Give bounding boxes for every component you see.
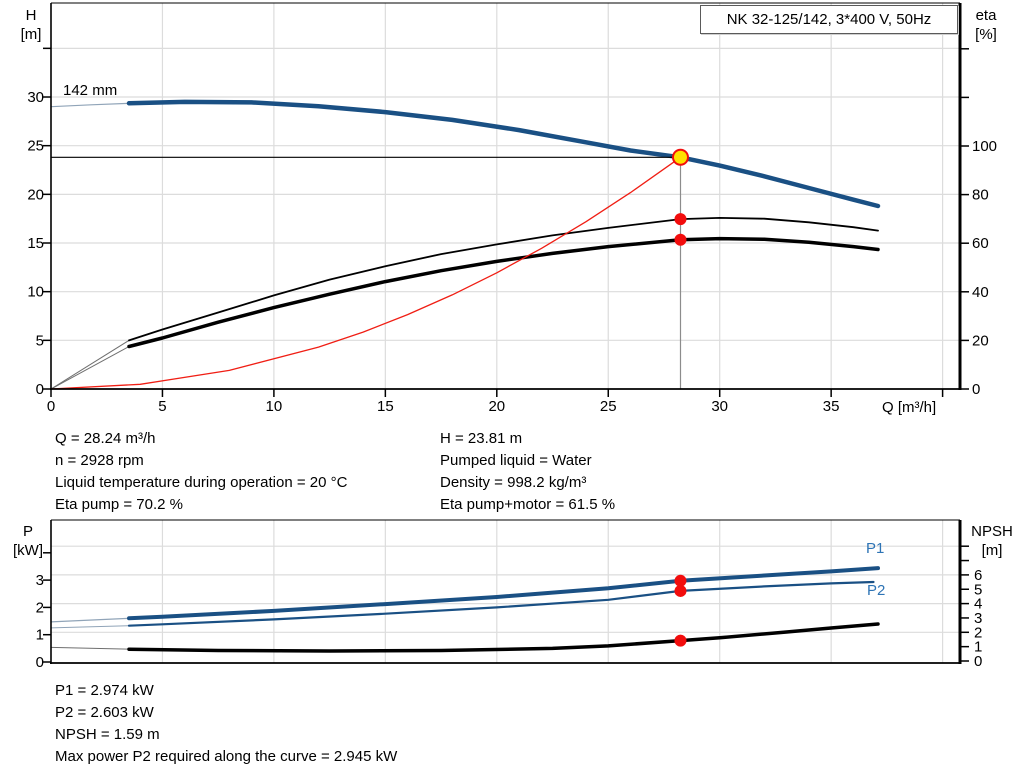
y-tick-label-left: 2 <box>36 599 44 616</box>
info-density: Density = 998.2 kg/m³ <box>440 474 587 491</box>
info-pumped-liquid: Pumped liquid = Water <box>440 452 592 469</box>
y-tick-label-left: 0 <box>36 654 44 671</box>
y-tick-label-left: 1 <box>36 627 44 644</box>
duty-info-right: H = 23.81 m Pumped liquid = Water Densit… <box>440 428 615 516</box>
x-tick-label: 0 <box>47 398 55 415</box>
result-info: P1 = 2.974 kW P2 = 2.603 kW NPSH = 1.59 … <box>55 680 397 768</box>
info-eta-pump-motor: Eta pump+motor = 61.5 % <box>440 496 616 513</box>
npsh-lead <box>50 646 130 650</box>
y-tick-label-left: 10 <box>27 284 44 301</box>
x-tick-label: 35 <box>823 398 840 415</box>
y-tick-label-left: 25 <box>27 138 44 155</box>
x-tick-label: 30 <box>711 398 728 415</box>
eta-pump-curve <box>128 216 879 342</box>
head-axis-label: H [m] <box>20 7 42 43</box>
npsh-axis-label: NPSH [m] <box>971 523 1013 559</box>
p2-duty-dot <box>674 584 687 597</box>
y-tick-label-right: 20 <box>972 332 989 349</box>
info-head: H = 23.81 m <box>440 430 523 447</box>
info-p1: P1 = 2.974 kW <box>55 682 154 699</box>
info-p2: P2 = 2.603 kW <box>55 704 154 721</box>
x-tick-label: 10 <box>266 398 283 415</box>
x-tick-label: 15 <box>377 398 394 415</box>
y-tick-label-right: 0 <box>972 381 980 398</box>
eta-pump-motor-lead <box>50 346 130 390</box>
y-tick-label-right: 60 <box>972 235 989 252</box>
info-speed: n = 2928 rpm <box>55 452 144 469</box>
info-eta-pump: Eta pump = 70.2 % <box>55 496 183 513</box>
p1-lead <box>50 617 130 623</box>
y-tick-label-right: 3 <box>974 610 982 627</box>
y-tick-label-left: 20 <box>27 186 44 203</box>
power-axis-label: P [kW] <box>13 523 43 559</box>
info-max-power: Max power P2 required along the curve = … <box>55 748 398 765</box>
p1-duty-dot <box>674 574 687 587</box>
p1-curve <box>127 566 880 621</box>
x-tick-label: 20 <box>488 398 505 415</box>
info-flow: Q = 28.24 m³/h <box>55 430 156 447</box>
y-tick-label-left: 15 <box>27 235 44 252</box>
x-tick-label: 25 <box>600 398 617 415</box>
y-tick-label-left: 30 <box>27 89 44 106</box>
eta-pump-motor-duty-dot <box>674 233 687 246</box>
y-tick-label-right: 80 <box>972 187 989 204</box>
y-tick-label-right: 2 <box>974 624 982 641</box>
pump-title-box: NK 32-125/142, 3*400 V, 50Hz <box>700 5 958 34</box>
eta-axis-label: eta [%] <box>975 7 997 43</box>
eta-pump-duty-dot <box>674 213 687 226</box>
y-tick-label-right: 6 <box>974 567 982 584</box>
eta-pump-motor-curve <box>127 236 880 349</box>
x-tick-label: 5 <box>158 398 166 415</box>
pump-head-curve <box>126 99 881 209</box>
info-liquid-temp: Liquid temperature during operation = 20… <box>55 474 348 491</box>
npsh-duty-dot <box>674 634 687 647</box>
flow-axis-label: Q [m³/h] <box>882 399 937 416</box>
y-tick-label-right: 5 <box>974 581 982 598</box>
y-tick-label-right: 100 <box>972 138 997 155</box>
y-tick-label-left: 0 <box>36 381 44 398</box>
duty-point-marker <box>671 148 689 166</box>
info-npsh: NPSH = 1.59 m <box>55 726 160 743</box>
p2-curve-label: P2 <box>867 582 886 599</box>
y-tick-label-left: 5 <box>36 332 44 349</box>
system-curve <box>50 156 682 390</box>
pump-head-lead <box>50 102 130 108</box>
eta-pump-lead <box>50 339 130 390</box>
duty-info-left: Q = 28.24 m³/h n = 2928 rpm Liquid tempe… <box>55 428 347 516</box>
y-tick-label-right: 1 <box>974 639 982 656</box>
y-tick-label-left: 3 <box>36 572 44 589</box>
y-tick-label-right: 4 <box>974 596 982 613</box>
y-tick-label-right: 40 <box>972 284 989 301</box>
p1-curve-label: P1 <box>866 540 885 557</box>
y-tick-label-right: 0 <box>974 653 982 670</box>
p2-curve <box>127 580 875 627</box>
npsh-curve <box>127 622 880 653</box>
impeller-diameter-label: 142 mm <box>63 82 118 99</box>
p2-lead <box>50 625 130 629</box>
